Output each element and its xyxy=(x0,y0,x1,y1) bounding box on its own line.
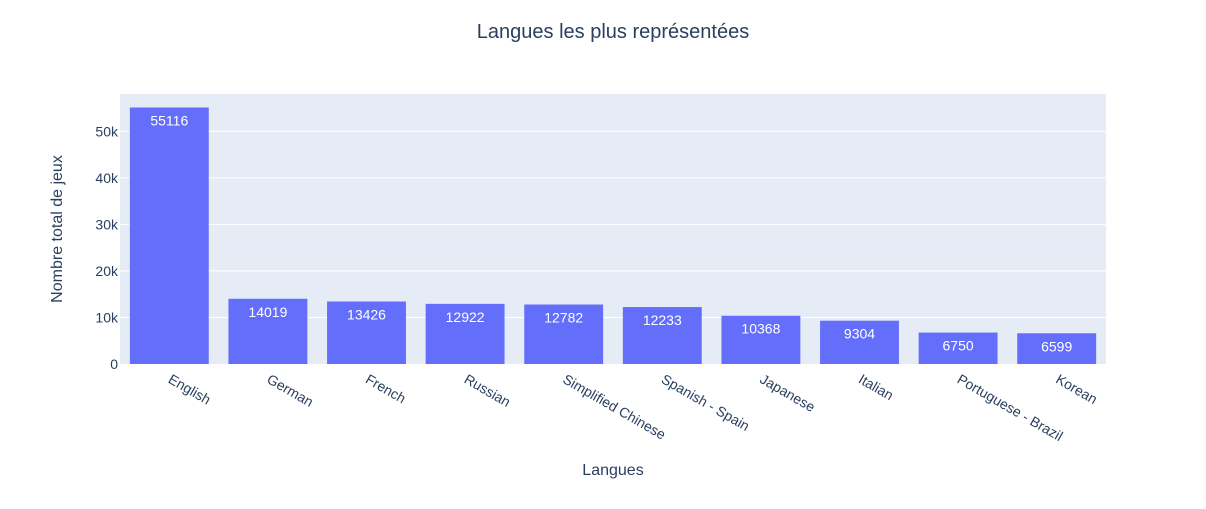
bar-data-label: 12782 xyxy=(544,310,583,326)
bar-data-label: 6599 xyxy=(1041,338,1072,354)
bar[interactable] xyxy=(1017,333,1097,364)
x-tick-label: Italian xyxy=(856,371,896,404)
x-axis-ticks: English German French Russian Simplified Chi… xyxy=(166,371,1101,444)
y-tick-label: 40k xyxy=(95,170,119,186)
x-tick-label: Simplified Chinese xyxy=(560,371,669,443)
x-axis-title: Langues xyxy=(582,462,643,479)
bar[interactable] xyxy=(425,303,505,364)
bar-data-label: 14019 xyxy=(248,304,287,320)
y-tick-label: 0 xyxy=(110,356,118,372)
bar-data-label: 55116 xyxy=(150,113,188,129)
x-tick-label: Korean xyxy=(1053,371,1100,407)
x-tick-label: Japanese xyxy=(757,371,818,415)
bar-data-label: 12922 xyxy=(446,309,485,325)
y-tick-label: 10k xyxy=(95,309,119,325)
bar-data-label: 6750 xyxy=(943,338,974,354)
bar-data-label: 9304 xyxy=(844,326,875,342)
y-tick-label: 50k xyxy=(95,123,119,139)
bars: 55116 14019 13426 12922 12782 12233 10368 9304 6… xyxy=(129,107,1097,364)
x-tick-label: German xyxy=(264,371,316,410)
bar[interactable] xyxy=(228,298,308,364)
bar[interactable] xyxy=(524,304,604,364)
y-axis-ticks: 0 10k 20k 30k 40k 50k xyxy=(95,123,119,372)
chart-title: Langues les plus représentées xyxy=(477,21,749,43)
x-tick-label: Portuguese - Brazil xyxy=(955,371,1066,444)
bar-data-label: 12233 xyxy=(643,312,682,328)
bar-data-label: 13426 xyxy=(347,307,386,323)
bar[interactable] xyxy=(129,107,209,364)
bar[interactable] xyxy=(820,320,899,364)
x-tick-label: French xyxy=(363,371,409,407)
bar[interactable] xyxy=(327,301,406,364)
bar-data-label: 10368 xyxy=(741,321,780,337)
bar[interactable] xyxy=(721,315,801,364)
x-tick-label: English xyxy=(166,371,214,408)
bar[interactable] xyxy=(918,332,998,364)
bar[interactable] xyxy=(622,307,702,364)
x-tick-label: Spanish - Spain xyxy=(659,371,753,434)
x-tick-label: Russian xyxy=(462,371,514,410)
y-tick-label: 20k xyxy=(95,263,119,279)
y-tick-label: 30k xyxy=(95,216,119,232)
y-axis-title: Nombre total de jeux xyxy=(49,155,66,303)
